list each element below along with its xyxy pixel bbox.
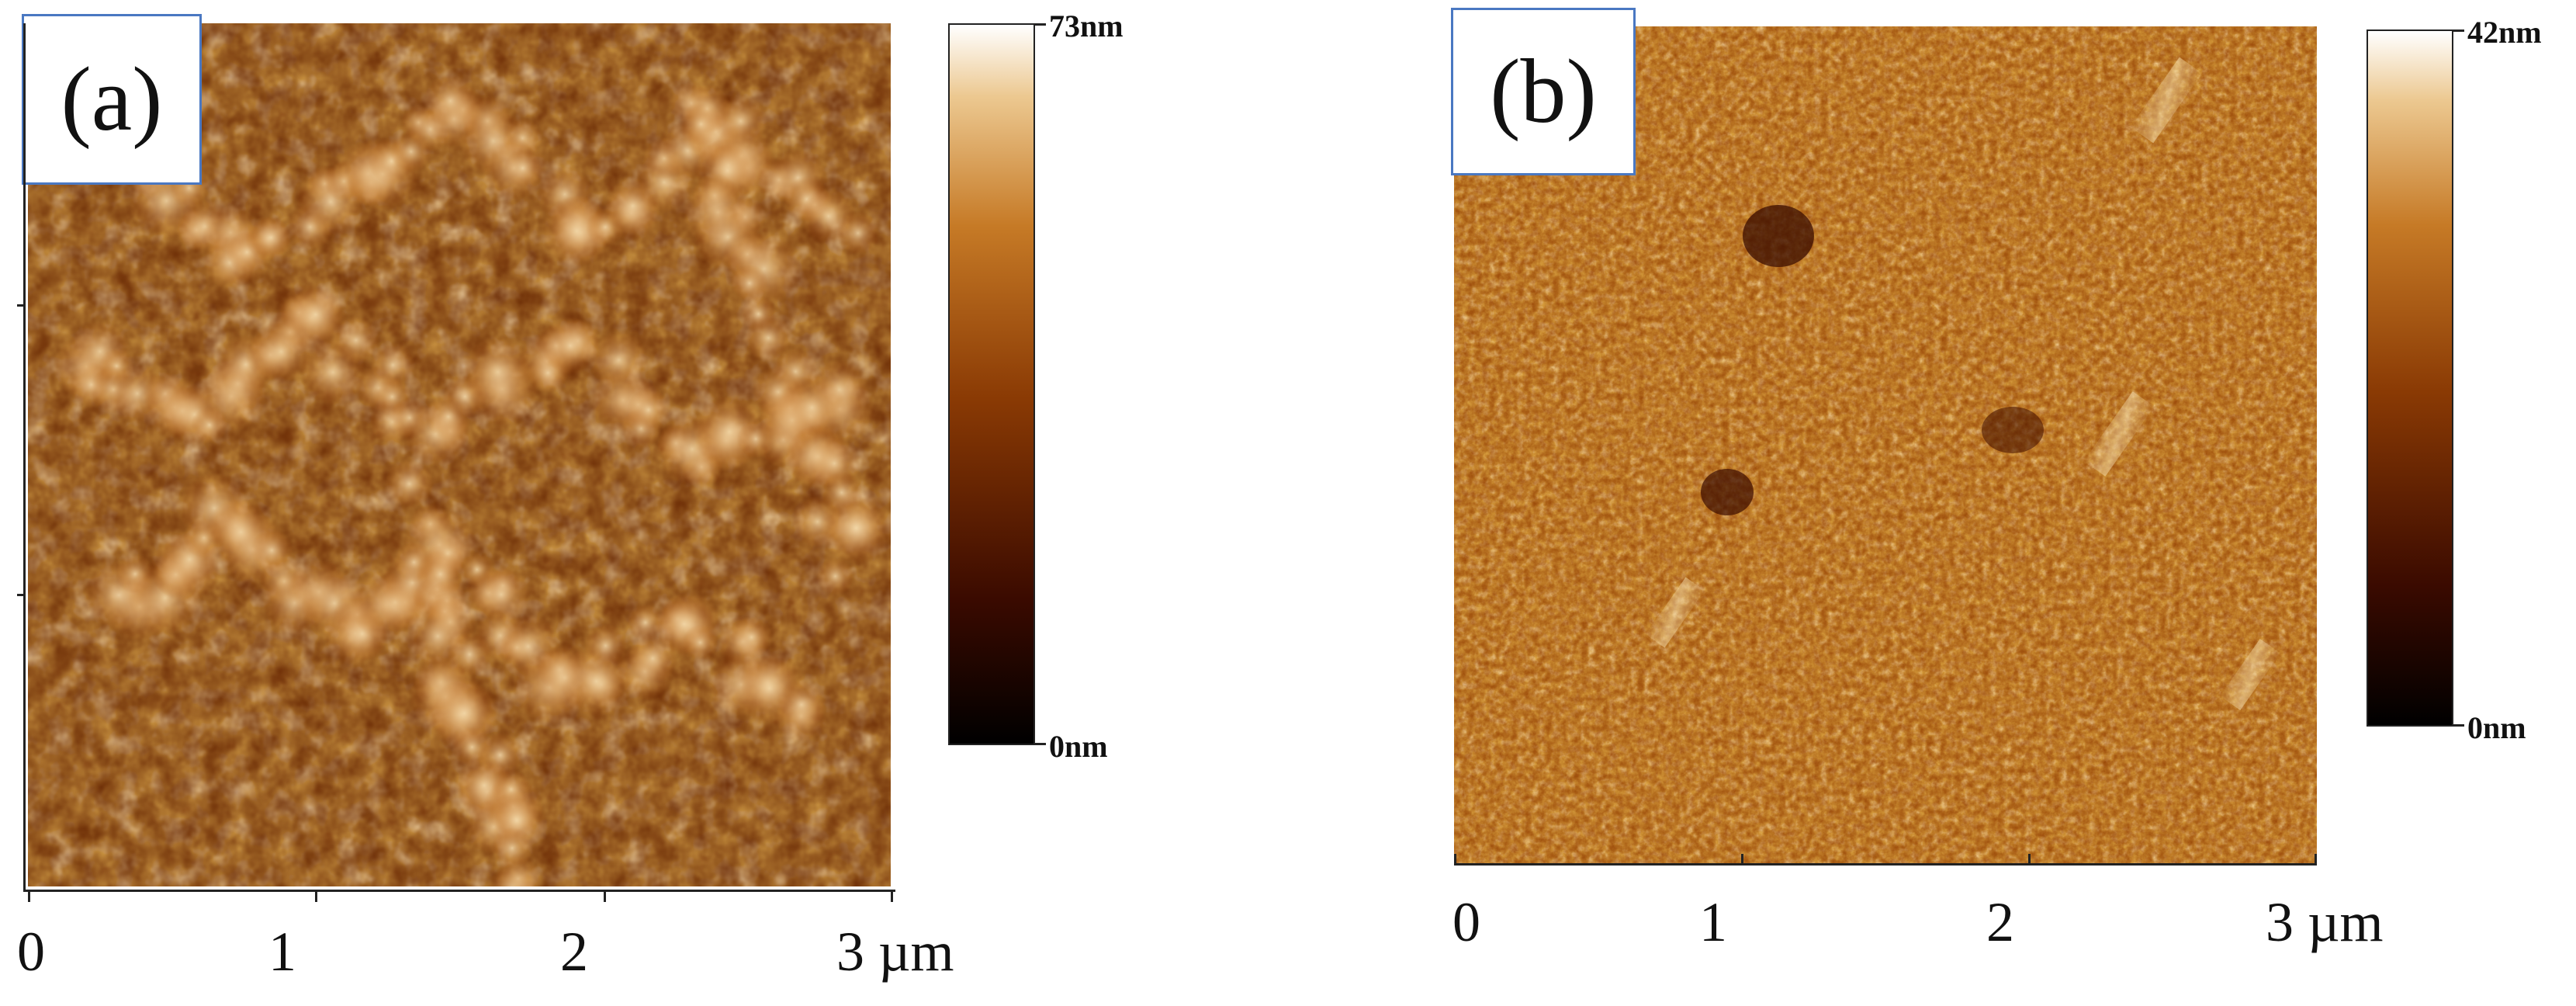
surface-grain bbox=[816, 557, 854, 595]
surface-grain bbox=[744, 314, 792, 362]
surface-grain bbox=[542, 317, 600, 375]
x-axis-line-a bbox=[23, 890, 895, 892]
colorbar-min-label: 0nm bbox=[1049, 729, 1108, 764]
x-axis-line-b bbox=[1454, 863, 2317, 866]
surface-grain bbox=[370, 342, 416, 387]
y-axis-line-a bbox=[23, 23, 26, 891]
y-tick bbox=[17, 304, 25, 307]
surface-grain bbox=[627, 604, 664, 641]
x-tick bbox=[28, 891, 30, 902]
x-tick bbox=[2315, 854, 2317, 865]
surface-grain bbox=[462, 336, 534, 408]
colorbar-max-tick bbox=[1035, 23, 1046, 26]
x-tick bbox=[604, 891, 606, 902]
surface-grain bbox=[385, 459, 434, 508]
surface-grain bbox=[731, 264, 768, 302]
panel-label-b: (b) bbox=[1451, 8, 1636, 175]
x-tick bbox=[1741, 854, 1743, 865]
x-tick bbox=[891, 891, 893, 902]
colorbar-max-label: 42nm bbox=[2467, 15, 2542, 50]
surface-grain bbox=[473, 566, 530, 623]
x-tick-label: 3 µm bbox=[2266, 891, 2384, 953]
colorbar-max-tick bbox=[2453, 29, 2464, 32]
surface-grain bbox=[288, 287, 343, 342]
x-tick-label: 2 bbox=[1986, 891, 2014, 953]
colorbar-max-label: 73nm bbox=[1049, 9, 1124, 43]
x-tick bbox=[315, 891, 317, 902]
height-colorbar-b bbox=[2367, 29, 2453, 727]
surface-grain bbox=[682, 624, 718, 661]
x-tick bbox=[1454, 854, 1456, 865]
x-tick-label: 0 bbox=[1452, 891, 1480, 953]
x-tick bbox=[2028, 854, 2031, 865]
surface-grain bbox=[250, 217, 293, 258]
surface-grain bbox=[730, 616, 773, 658]
height-colorbar-a bbox=[948, 23, 1035, 745]
afm-height-image-a bbox=[28, 23, 891, 886]
surface-grain bbox=[776, 679, 827, 730]
colorbar-min-tick bbox=[2453, 724, 2464, 727]
panel-label-text: (b) bbox=[1490, 40, 1597, 142]
x-tick-label: 1 bbox=[268, 921, 296, 983]
surface-grain bbox=[626, 388, 670, 432]
colorbar-min-label: 0nm bbox=[2467, 710, 2526, 745]
x-tick-label: 2 bbox=[560, 921, 588, 983]
colorbar-min-tick bbox=[1035, 743, 1046, 745]
panel-label-a: (a) bbox=[22, 14, 202, 185]
x-tick-label: 3 µm bbox=[836, 921, 954, 983]
surface-grain bbox=[504, 149, 542, 187]
x-tick-label: 0 bbox=[17, 921, 45, 983]
surface-grain bbox=[777, 373, 847, 442]
surface-grain bbox=[679, 102, 723, 146]
panel-label-text: (a) bbox=[61, 48, 163, 150]
surface-grain bbox=[819, 491, 891, 564]
surface-grain bbox=[299, 339, 366, 405]
surface-grain bbox=[583, 624, 628, 668]
surface-grain bbox=[836, 211, 880, 255]
surface-grain bbox=[488, 866, 536, 886]
x-tick-label: 1 bbox=[1699, 891, 1727, 953]
y-tick bbox=[17, 594, 25, 596]
